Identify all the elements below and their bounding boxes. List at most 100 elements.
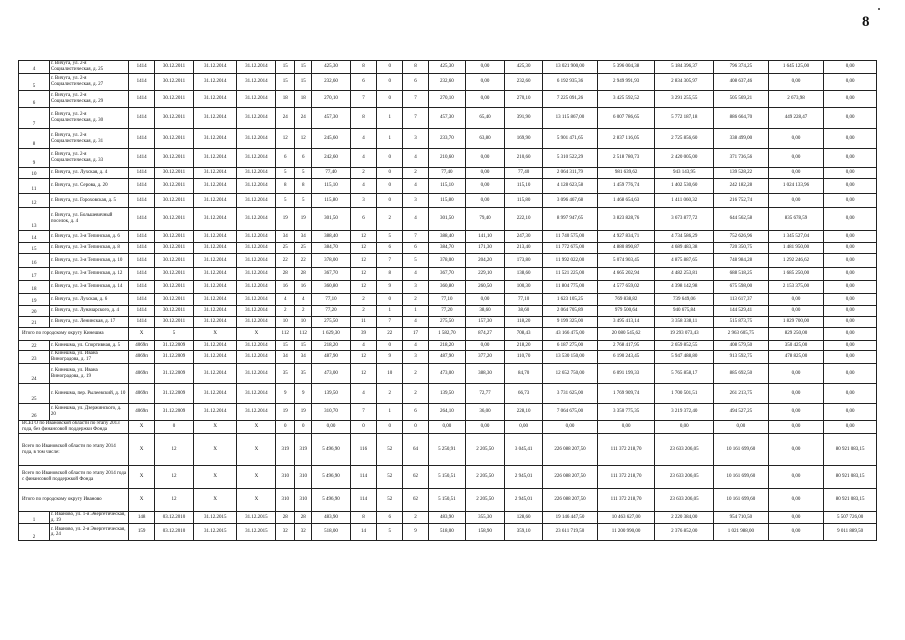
table-cell: 0,00 [767, 305, 825, 317]
address-cell: г. Вичуга, ул. 3-я Тепинская, д. 14 [48, 280, 130, 294]
table-cell: 5 150,51 [427, 488, 466, 512]
table-cell: 31.12.2014 [193, 148, 238, 168]
table-cell: 31.12.2014 [193, 193, 238, 208]
row-number: 6 [18, 90, 50, 108]
table-cell: 3 [402, 280, 429, 294]
table-cell: 1414 [128, 230, 155, 243]
table-cell: 12 [349, 242, 378, 254]
table-cell: 31.12.2014 [236, 253, 277, 268]
table-cell: 31.12.2014 [193, 340, 238, 351]
table-cell: 39 [349, 327, 378, 341]
table-cell: 0 [349, 420, 378, 434]
table-row: 12 г. Вичуга, ул. Гороховская, д. 5 1414 30… [18, 193, 877, 208]
address-cell: г. Вичуга, ул. Лухская, д. 4 [48, 167, 130, 179]
table-cell: 449 228,47 [767, 107, 825, 129]
table-cell: 0,00 [767, 403, 825, 421]
table-cell: 487,90 [427, 350, 466, 364]
table-cell: 30.12.2011 [153, 316, 195, 328]
table-cell: 940 675,84 [654, 305, 715, 317]
table-cell: 228,10 [504, 403, 544, 421]
table-cell: 31.12.2014 [236, 280, 277, 294]
table-cell: 1 024 133,96 [767, 178, 825, 194]
table-cell: 12 652 750,00 [542, 363, 598, 384]
table-cell: 115,10 [427, 178, 466, 194]
table-cell: 0,00 [823, 148, 877, 168]
table-cell: 31.12.2014 [236, 293, 277, 306]
table-cell: X [193, 488, 238, 512]
table-cell: 171,30 [464, 242, 506, 254]
table-cell: 4 [402, 148, 429, 168]
table-cell: 5 496,90 [311, 465, 351, 489]
table-cell: 25 [275, 242, 295, 254]
table-cell: 1414 [128, 107, 155, 129]
table-cell: 0,00 [767, 433, 825, 466]
table-cell: 518,00 [427, 523, 466, 542]
table-cell: 2 673,98 [767, 90, 825, 108]
table-cell: 0 [402, 420, 429, 434]
table-cell: 23 633 206,05 [654, 488, 715, 512]
table-cell: X [236, 488, 277, 512]
table-cell: 943 143,95 [654, 167, 715, 179]
table-row: 22 г. Кинешма, ул. Спортивная, д. 5 4069п 3… [18, 340, 877, 351]
table-row: 17 г. Вичуга, ул. 3-я Тепинская, д. 12 141… [18, 267, 877, 281]
table-cell: 5 [293, 167, 313, 179]
table-cell: 30.12.2011 [153, 242, 195, 254]
table-cell: 355,30 [464, 510, 506, 525]
table-cell: 31.12.2014 [236, 207, 277, 231]
table-cell: 483,90 [311, 510, 351, 525]
table-cell: 0,00 [767, 523, 825, 542]
table-cell: 11 521 225,00 [542, 267, 598, 281]
table-cell: 31.12.2014 [193, 293, 238, 306]
table-cell: 19 [275, 207, 295, 231]
table-cell: 31.12.2014 [193, 383, 238, 404]
address-cell: г. Иваново, ул. 2-я Энергетическая, д. 2… [48, 523, 130, 542]
table-cell: 5 184 396,37 [654, 60, 715, 74]
table-cell: 6 007 786,65 [596, 107, 656, 129]
table-cell: 1 [376, 128, 404, 149]
table-cell: 0,00 [823, 350, 877, 364]
table-cell: 1 769 909,74 [596, 383, 656, 404]
table-cell: 65,40 [464, 107, 506, 129]
table-cell: 1 468 654,63 [596, 193, 656, 208]
table-cell: 391,90 [504, 107, 544, 129]
table-cell: 30.12.2011 [153, 230, 195, 243]
table-cell: 31.12.2014 [236, 90, 277, 108]
table-cell: 4 [275, 293, 295, 306]
table-cell: 796 374,25 [713, 60, 769, 74]
table-cell: 6 [402, 73, 429, 91]
table-cell: 12 [153, 465, 195, 489]
table-cell: 3 045,41 [504, 433, 544, 466]
table-cell: 8 [349, 510, 378, 525]
table-cell: 0,00 [823, 167, 877, 179]
table-cell: 1 [376, 305, 404, 317]
summary-label: ВСЕГО по Ивановской области по этапу 201… [17, 420, 130, 434]
table-cell: 139,50 [311, 383, 351, 404]
table-cell: 2 [349, 167, 378, 179]
table-cell: 218,20 [504, 340, 544, 351]
table-cell: 128,60 [504, 510, 544, 525]
table-cell: 31.12.2014 [193, 128, 238, 149]
table-cell: 0,00 [464, 193, 506, 208]
table-cell: 7 [402, 230, 429, 243]
table-cell: 15 [293, 73, 313, 91]
table-cell: 319 [293, 433, 313, 466]
table-cell: 8 [376, 267, 404, 281]
table-cell: 360,80 [427, 280, 466, 294]
table-cell: 4 880 890,87 [596, 242, 656, 254]
table-row: 7 г. Вичуга, ул. 2-я Социалистическая, д.… [18, 107, 877, 129]
table-cell: 31.12.2014 [193, 242, 238, 254]
table-cell: 0,00 [767, 383, 825, 404]
table-cell: 31.12.2014 [236, 267, 277, 281]
table-cell: 371 736,56 [713, 148, 769, 168]
table-cell: 4 577 659,02 [596, 280, 656, 294]
table-cell: 0 [376, 90, 404, 108]
table-cell: 425,30 [427, 60, 466, 74]
table-cell: 0,00 [464, 293, 506, 306]
table-cell: 24 [275, 107, 295, 129]
table-cell: 11 772 675,00 [542, 242, 598, 254]
table-cell: 1414 [128, 148, 155, 168]
table-cell: 6 [349, 73, 378, 91]
table-cell: 0,00 [823, 73, 877, 91]
table-cell: 310,70 [311, 403, 351, 421]
address-cell: г. Вичуга, ул. 2-я Социалистическая, д. … [48, 107, 130, 129]
